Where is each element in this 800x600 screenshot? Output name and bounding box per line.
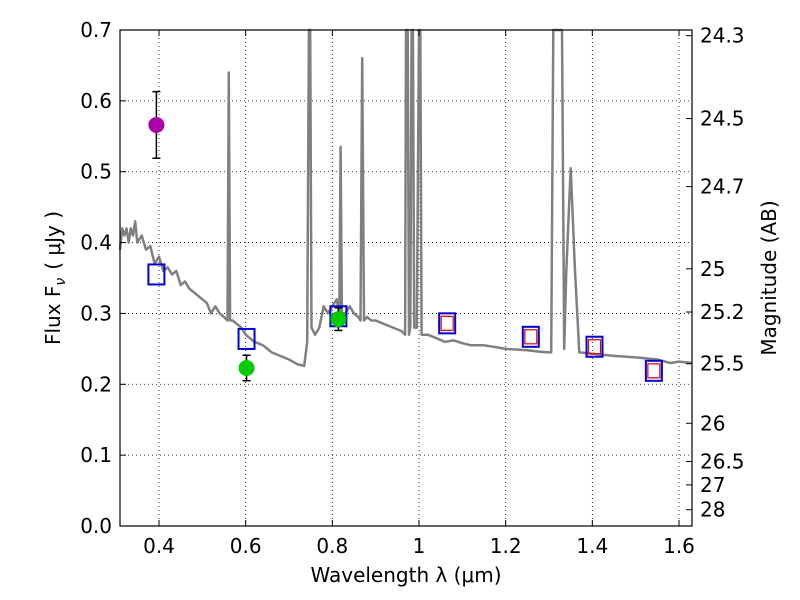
y-tick-label: 0.2 [80,372,112,396]
model-flux-box [521,325,540,348]
x-tick-label: 0.8 [316,534,348,558]
magnitude-tick-label: 26.5 [700,450,745,474]
magnitude-tick-label: 25.2 [700,300,745,324]
model-flux-box [237,327,256,350]
model-flux-box [438,312,457,335]
x-tick-label: 1.2 [490,534,522,558]
y-tick-label: 0.5 [80,160,112,184]
marker-layer [147,90,663,382]
magnitude-tick-label: 25.5 [700,352,745,376]
y-axis-label-main: Flux F [41,286,65,345]
magnitude-tick-label: 28 [700,498,725,522]
tick-layer: 0.4 0.6 0.8 1 1.2 1.4 1.6 0.0 0.1 0.2 0.3 0.4 0.5 0.6… [80,18,744,558]
model-inner-box [587,339,602,355]
x-axis-label: Wavelength λ (μm) [310,563,501,587]
plot-frame [119,29,693,527]
magnitude-axis-label: Magnitude (AB) [757,200,781,355]
x-tick-label: 0.6 [230,534,262,558]
model-flux-box [147,263,166,286]
magnitude-tick-label: 26 [700,411,725,435]
y-tick-label: 0.3 [80,301,112,325]
y-axis-label-sub: ν [53,278,69,286]
photometry-point [148,116,165,133]
model-flux-box [585,335,604,358]
x-tick-label: 1.6 [663,534,695,558]
model-inner-box [647,363,661,379]
y-tick-label: 0.7 [80,18,112,42]
x-tick-label: 0.4 [143,534,175,558]
magnitude-tick-label: 25 [700,257,725,281]
model-spectrum-line [118,28,693,368]
photometry-point [330,311,347,328]
model-inner-box [440,315,454,331]
x-tick-label: 1.4 [576,534,608,558]
photometry-point [238,359,255,376]
x-tick-label: 1 [413,534,426,558]
magnitude-tick-label: 27 [700,473,725,497]
magnitude-tick-label: 24.5 [700,107,745,131]
model-flux-box [644,359,663,382]
y-tick-label: 0.4 [80,231,112,255]
magnitude-tick-label: 24.7 [700,175,745,199]
y-tick-label: 0.0 [80,514,112,538]
y-tick-label: 0.1 [80,443,112,467]
spectrum-layer [118,28,693,368]
model-inner-box [524,329,538,345]
y-tick-label: 0.6 [80,89,112,113]
magnitude-tick-label: 24.3 [700,24,745,48]
y-axis-label-unit: ( μJy ) [41,211,65,270]
y-axis-label: Flux Fν ( μJy ) [41,211,69,345]
